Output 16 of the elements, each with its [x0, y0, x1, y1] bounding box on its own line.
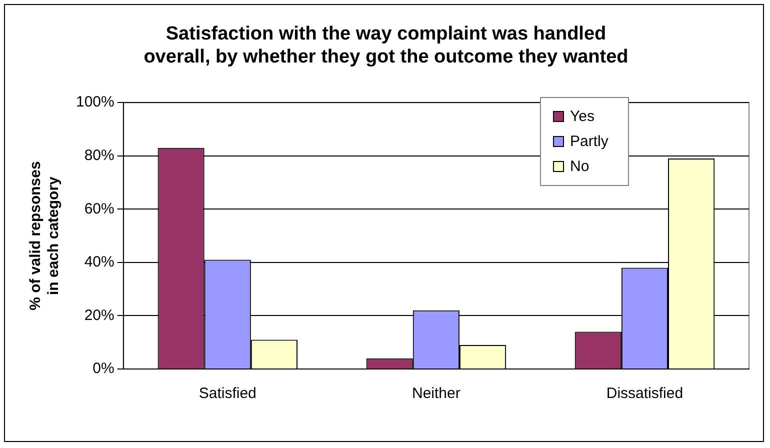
- text: in each category: [45, 176, 62, 295]
- x-tick-label: Satisfied: [198, 385, 256, 402]
- y-tick-label: 40%: [84, 254, 114, 271]
- x-tick-label: Neither: [412, 385, 460, 402]
- x-tick-label: Dissatisfied: [606, 385, 684, 402]
- legend-label: No: [570, 158, 590, 175]
- y-tick-label: 60%: [84, 200, 114, 218]
- text: Satisfaction with the way complaint was handled: [166, 24, 606, 45]
- text: % of valid repsonses: [27, 161, 44, 310]
- legend-label: Yes: [570, 108, 594, 125]
- y-tick-label: 20%: [84, 306, 114, 324]
- legend-label: Partly: [570, 132, 608, 150]
- y-tick-label: 0%: [92, 360, 114, 378]
- text: overall, by whether they got the outcome they wanted: [144, 46, 628, 68]
- y-tick-label: 80%: [84, 147, 114, 164]
- y-tick-label: 100%: [76, 94, 114, 111]
